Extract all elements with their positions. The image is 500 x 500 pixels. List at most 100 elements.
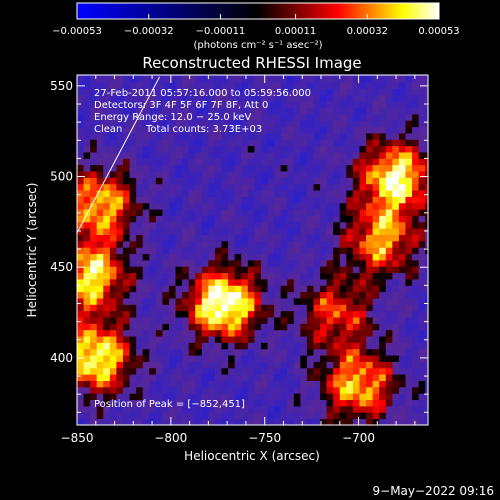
heatmap-cell — [293, 374, 301, 381]
heatmap-cell — [228, 107, 236, 115]
heatmap-cell — [116, 323, 124, 331]
heatmap-cell — [142, 234, 150, 242]
heatmap-cell — [379, 291, 387, 299]
heatmap-cell — [313, 405, 321, 413]
heatmap-cell — [214, 120, 222, 128]
heatmap-cell — [247, 393, 255, 401]
heatmap-cell — [392, 196, 400, 204]
heatmap-cell — [274, 215, 282, 223]
heatmap-cell — [77, 228, 84, 235]
heatmap-cell — [214, 336, 222, 343]
heatmap-cell — [90, 139, 98, 147]
heatmap-cell — [359, 253, 367, 261]
heatmap-cell — [182, 94, 190, 102]
heatmap-cell — [96, 82, 104, 89]
heatmap-cell — [306, 386, 314, 394]
heatmap-cell — [208, 317, 216, 324]
heatmap-cell — [168, 171, 176, 178]
heatmap-cell — [320, 139, 328, 147]
heatmap-cell — [96, 202, 104, 210]
heatmap-cell — [228, 361, 236, 369]
heatmap-cell — [116, 183, 124, 191]
heatmap-cell — [149, 120, 157, 128]
heatmap-cell — [136, 272, 144, 280]
heatmap-cell — [405, 126, 413, 134]
heatmap-cell — [313, 120, 321, 128]
heatmap-cell — [372, 107, 380, 115]
heatmap-cell — [300, 253, 308, 261]
heatmap-cell — [326, 355, 334, 362]
heatmap-cell — [254, 133, 262, 140]
heatmap-cell — [129, 374, 137, 381]
heatmap-cell — [352, 247, 360, 255]
heatmap-cell — [392, 253, 400, 261]
heatmap-cell — [228, 202, 236, 210]
heatmap-cell — [175, 279, 183, 286]
heatmap-cell — [385, 329, 393, 337]
heatmap-cell — [129, 196, 137, 204]
heatmap-cell — [162, 209, 170, 216]
heatmap-cell — [267, 113, 275, 121]
heatmap-cell — [175, 171, 183, 178]
heatmap-cell — [346, 329, 354, 337]
heatmap-cell — [221, 94, 229, 102]
heatmap-cell — [293, 317, 301, 324]
heatmap-cell — [228, 183, 236, 191]
heatmap-cell — [313, 259, 321, 267]
heatmap-cell — [228, 164, 236, 172]
heatmap-cell — [320, 196, 328, 204]
heatmap-cell — [77, 164, 84, 172]
heatmap-cell — [136, 215, 144, 223]
heatmap-cell — [103, 367, 111, 375]
heatmap-cell — [109, 221, 117, 229]
heatmap-cell — [109, 133, 117, 140]
heatmap-cell — [260, 367, 268, 375]
heatmap-cell — [208, 412, 216, 420]
heatmap-cell — [221, 75, 229, 83]
heatmap-cell — [425, 329, 428, 337]
heatmap-cell — [260, 94, 268, 102]
heatmap-cell — [136, 247, 144, 255]
heatmap-cell — [109, 183, 117, 191]
heatmap-cell — [280, 361, 288, 369]
heatmap-cell — [385, 317, 393, 324]
heatmap-cell — [425, 298, 428, 305]
heatmap-cell — [313, 228, 321, 235]
heatmap-cell — [280, 348, 288, 356]
heatmap-cell — [306, 342, 314, 350]
heatmap-cell — [90, 285, 98, 293]
heatmap-cell — [352, 183, 360, 191]
heatmap-cell — [260, 177, 268, 185]
heatmap-cell — [136, 298, 144, 305]
heatmap-cell — [103, 253, 111, 261]
heatmap-cell — [162, 126, 170, 134]
heatmap-cell — [77, 272, 84, 280]
heatmap-cell — [228, 158, 236, 166]
heatmap-cell — [260, 126, 268, 134]
heatmap-cell — [306, 234, 314, 242]
heatmap-cell — [425, 355, 428, 362]
heatmap-cell — [379, 266, 387, 274]
heatmap-cell — [274, 285, 282, 293]
heatmap-cell — [241, 266, 249, 274]
heatmap-cell — [392, 285, 400, 293]
heatmap-cell — [306, 336, 314, 343]
heatmap-cell — [214, 107, 222, 115]
heatmap-cell — [201, 221, 209, 229]
heatmap-cell — [221, 75, 229, 77]
heatmap-cell — [359, 405, 367, 413]
heatmap-cell — [287, 209, 295, 216]
heatmap-cell — [366, 336, 374, 343]
heatmap-cell — [320, 145, 328, 153]
heatmap-cell — [136, 304, 144, 312]
heatmap-cell — [182, 88, 190, 96]
heatmap-cell — [392, 240, 400, 248]
heatmap-cell — [168, 240, 176, 248]
heatmap-cell — [412, 399, 420, 407]
heatmap-cell — [109, 75, 117, 77]
heatmap-cell — [103, 266, 111, 274]
heatmap-cell — [122, 228, 130, 235]
heatmap-cell — [162, 107, 170, 115]
heatmap-cell — [287, 196, 295, 204]
heatmap-cell — [300, 405, 308, 413]
